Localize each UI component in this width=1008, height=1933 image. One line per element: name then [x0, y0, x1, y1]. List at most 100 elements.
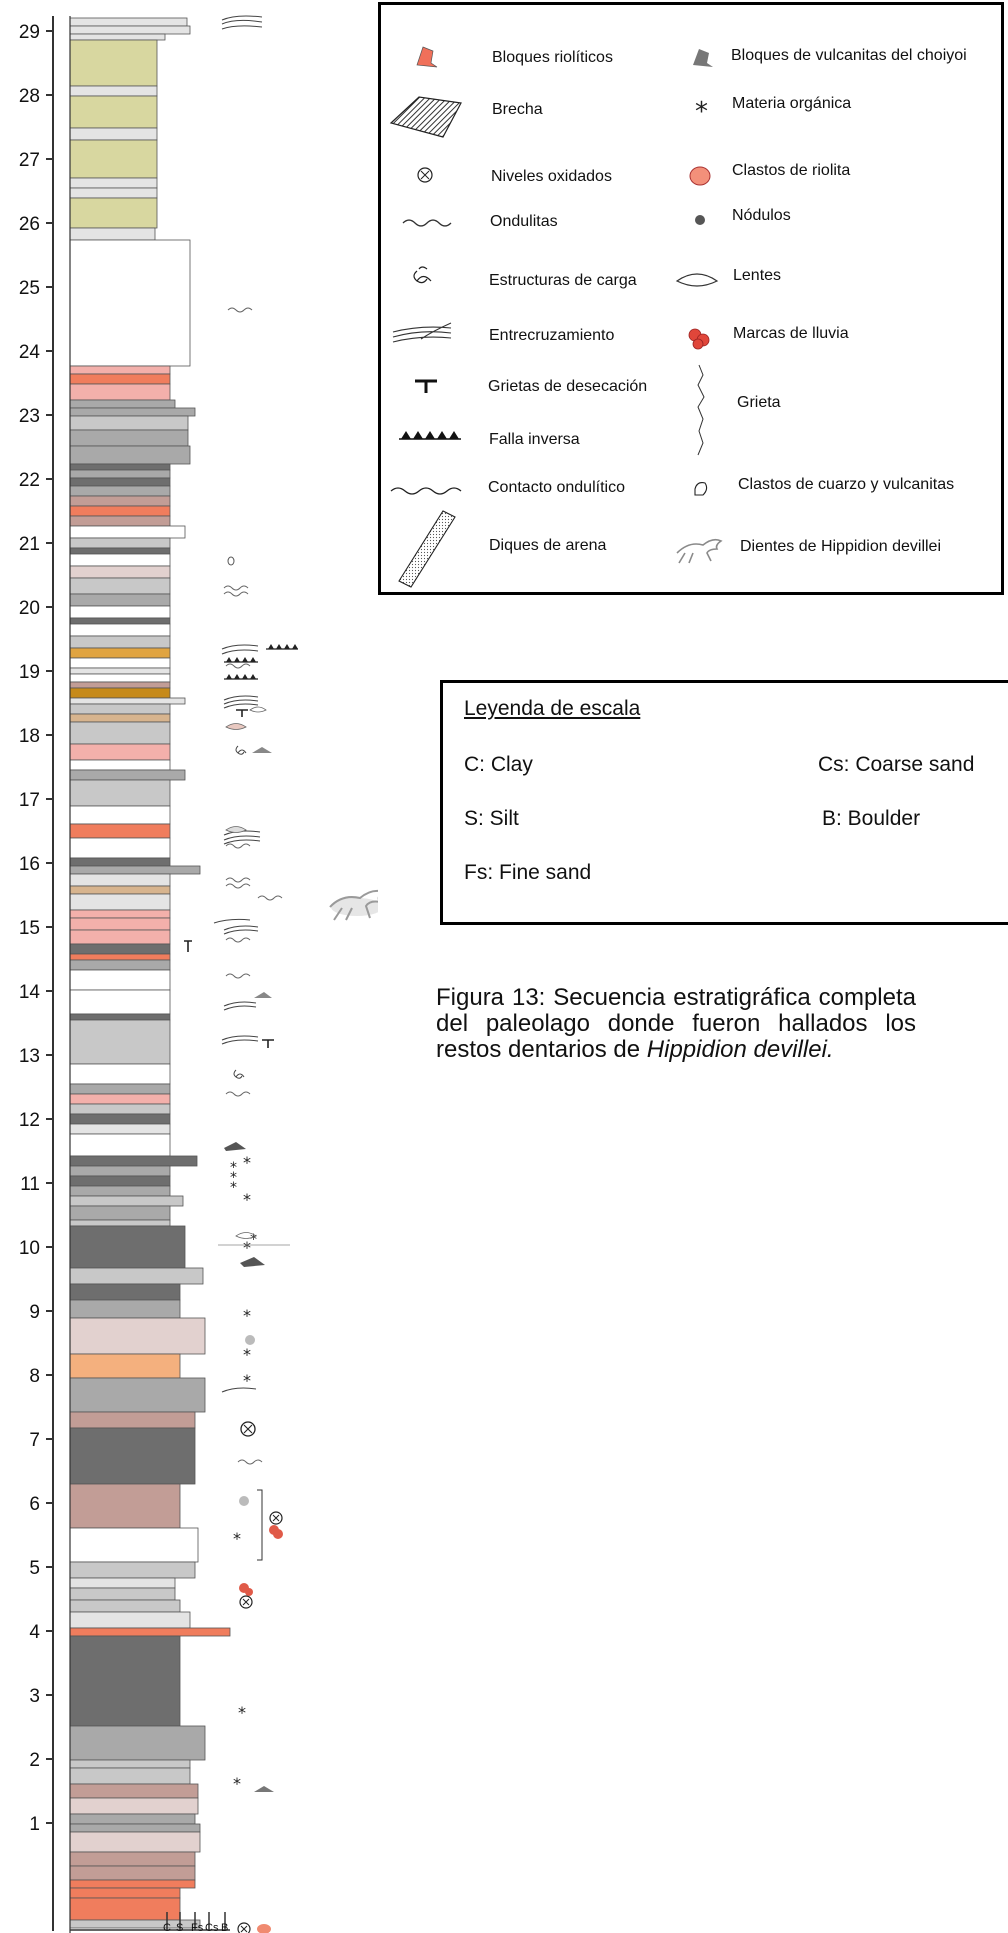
cross-bedding-icon [213, 918, 251, 924]
sediment-layer [69, 687, 171, 699]
sediment-layer [69, 85, 158, 97]
sediment-layer [69, 969, 171, 991]
grain-scale-label: S [176, 1922, 183, 1933]
sediment-layer [69, 617, 171, 625]
sediment-layer [69, 17, 188, 27]
legend-label-rhyolite-clasts: Clastos de riolita [732, 162, 851, 179]
sediment-layer [69, 1225, 186, 1269]
sediment-layer [69, 1627, 231, 1637]
axis-tick-label: 20 [19, 598, 40, 619]
sediment-layer [69, 399, 176, 409]
sediment-layer [69, 657, 171, 669]
sediment-layer [69, 1577, 176, 1589]
sediment-layer [69, 415, 189, 431]
sediment-layer [69, 697, 186, 705]
volcanic-block-icon [224, 1142, 246, 1151]
legend-label-nodules: Nódulos [732, 207, 791, 224]
sediment-layer [69, 1377, 206, 1413]
sediment-layer [69, 477, 171, 487]
sediment-layer [69, 565, 171, 579]
legend-icons: * [389, 46, 723, 588]
sand-dike-icon [398, 510, 456, 588]
legend-label-load-structures: Estructuras de carga [489, 272, 637, 289]
sediment-layer [69, 953, 171, 961]
sediment-layer [69, 177, 158, 189]
sediment-layer [69, 1123, 171, 1135]
sedimentary-symbols: * * * * * * * * * * * * * [184, 15, 378, 1933]
sediment-layer [69, 647, 171, 659]
nodule-icon [245, 1335, 255, 1345]
legend-label-ripples: Ondulitas [490, 213, 558, 230]
sediment-layer [69, 1411, 196, 1429]
volcanic-block-icon [254, 1786, 274, 1792]
lens-icon [675, 273, 719, 287]
sediment-layer [69, 25, 191, 35]
sediment-layer [69, 1175, 171, 1187]
sediment-layer [69, 1185, 171, 1197]
scale-item-clay: C: Clay [464, 753, 533, 776]
legend-label-oxidized-levels: Niveles oxidados [491, 168, 612, 185]
legend-label-organic-matter: Materia orgánica [732, 95, 852, 112]
sediment-layer [69, 1635, 181, 1727]
grain-scale-label: B [221, 1922, 228, 1933]
nodule-icon [695, 215, 705, 225]
sediment-layer [69, 139, 158, 179]
sediment-layer [69, 805, 171, 825]
sediment-layer [69, 943, 171, 955]
sediment-layer [69, 959, 171, 971]
organic-matter-icon: * [243, 1153, 251, 1172]
sediment-layer [69, 593, 171, 607]
sediment-layer [69, 873, 171, 887]
sediment-layer [69, 553, 171, 567]
sediment-layer [69, 227, 156, 241]
oxidized-level-icon [417, 167, 433, 183]
reverse-fault-icon [399, 431, 461, 440]
sediment-layer [69, 1599, 181, 1613]
axis-tick-label: 12 [19, 1110, 40, 1131]
volcanic-block-icon [254, 992, 272, 998]
sediment-layer [69, 505, 171, 517]
legend-label-quartz-clasts: Clastos de cuarzo y vulcanitas [738, 476, 955, 493]
sediment-layer [69, 1013, 171, 1021]
scale-item-boulder: B: Boulder [822, 807, 921, 830]
horse-tooth-icon [676, 538, 723, 564]
sediment-layer [69, 865, 201, 875]
sediment-layer [69, 893, 171, 911]
desiccation-crack-icon [415, 379, 437, 393]
organic-matter-icon: * [243, 1306, 251, 1325]
axis-tick-label: 25 [19, 278, 40, 299]
axis-tick-label: 28 [19, 86, 40, 107]
rhyolite-block-icon [416, 46, 438, 68]
sediment-layer [69, 635, 171, 649]
axis-tick-label: 22 [19, 470, 40, 491]
legend-label-hippidion-teeth: Dientes de Hippidion devillei [740, 538, 942, 555]
legend-label-desiccation-cracks: Grietas de desecación [488, 378, 648, 395]
organic-matter-icon: * [230, 1180, 237, 1196]
organic-matter-icon: * [250, 1232, 257, 1248]
axis-tick-label: 10 [19, 1238, 40, 1259]
axis-tick-label: 15 [19, 918, 40, 939]
cross-bedding-icon [221, 15, 263, 1393]
ripple-icon [402, 219, 452, 227]
axis-tick-label: 27 [19, 150, 40, 171]
legend-label-reverse-fault: Falla inversa [489, 431, 580, 448]
volcanic-block-icon [240, 1257, 265, 1267]
organic-matter-icon: * [233, 1774, 241, 1793]
organic-matter-icon: * [230, 1160, 237, 1176]
sediment-layer [69, 681, 171, 689]
sediment-layer [69, 1865, 196, 1881]
sediment-layer [69, 743, 171, 761]
organic-matter-icon: * [243, 1371, 251, 1390]
sediment-layer [69, 463, 171, 471]
sediment-layer [69, 495, 171, 507]
sediment-layer [69, 917, 171, 931]
axis-tick-label: 2 [29, 1750, 40, 1771]
legend-label-sand-dikes: Diques de arena [489, 537, 607, 554]
organic-matter-icon: * [243, 1345, 251, 1364]
desiccation-crack-icon [184, 709, 274, 1048]
sediment-layer [69, 365, 171, 375]
sediment-layer [69, 779, 171, 807]
sediment-layer [69, 1083, 171, 1095]
volcanic-block-icon [252, 747, 272, 753]
sediment-layer [69, 1165, 171, 1177]
